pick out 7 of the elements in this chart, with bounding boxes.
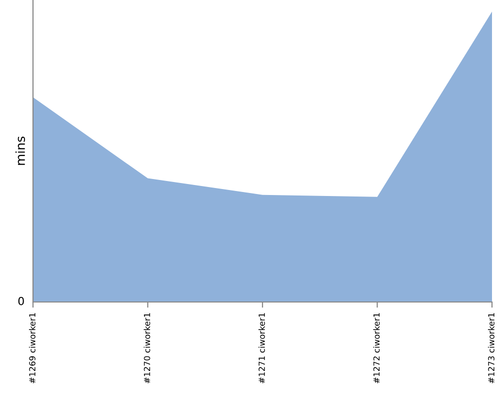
x-tick-label: #1273 ciworker1 — [488, 313, 494, 384]
y-axis-title: mins — [15, 136, 26, 165]
x-tick-label: #1272 ciworker1 — [373, 313, 380, 384]
text: 0 — [18, 296, 24, 306]
x-tick-label: #1271 ciworker1 — [258, 313, 265, 384]
x-tick-label: #1269 ciworker1 — [28, 313, 36, 384]
x-tick-label: #1270 ciworker1 — [144, 313, 150, 384]
